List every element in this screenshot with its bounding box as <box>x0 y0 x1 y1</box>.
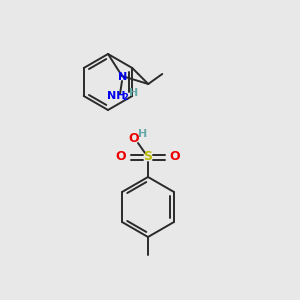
Text: O: O <box>170 151 180 164</box>
Text: 2: 2 <box>123 94 128 103</box>
Text: S: S <box>143 151 152 164</box>
Text: O: O <box>116 151 126 164</box>
Text: H: H <box>138 129 148 139</box>
Text: O: O <box>129 133 139 146</box>
Text: H: H <box>129 88 139 98</box>
Text: N: N <box>118 72 127 82</box>
Text: NH: NH <box>107 91 125 101</box>
